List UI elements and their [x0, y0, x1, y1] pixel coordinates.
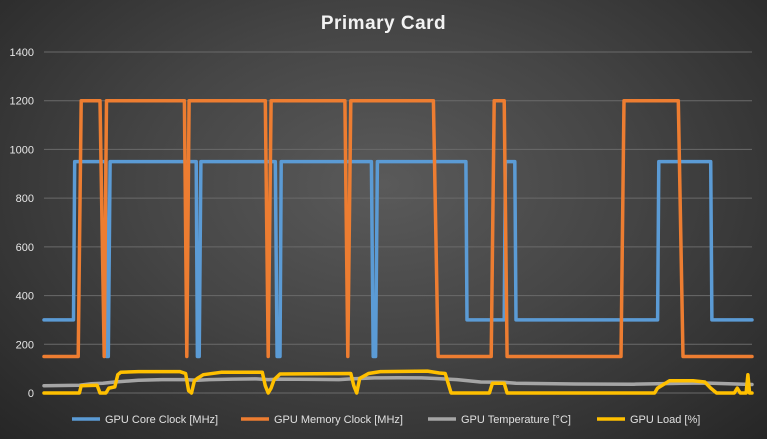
y-tick-label: 200	[16, 339, 34, 351]
y-tick-label: 800	[16, 193, 34, 205]
legend-label: GPU Temperature [°C]	[461, 414, 571, 426]
series-line-0	[42, 159, 754, 359]
y-axis-ticks: 0 200 400 600 800 1000 1200 1400	[10, 47, 34, 400]
series-lines	[42, 98, 754, 395]
y-tick-label: 0	[28, 388, 34, 400]
series-line-3	[42, 369, 754, 395]
gridlines	[44, 51, 752, 394]
series-line-1	[42, 98, 754, 359]
legend: GPU Core Clock [MHz] GPU Memory Clock [MH…	[72, 414, 700, 426]
chart-title: Primary Card	[321, 13, 446, 34]
legend-label: GPU Memory Clock [MHz]	[274, 414, 403, 426]
y-tick-label: 600	[16, 242, 34, 254]
y-tick-label: 1000	[10, 144, 34, 156]
y-tick-label: 1400	[10, 47, 34, 59]
y-tick-label: 1200	[10, 96, 34, 108]
y-tick-label: 400	[16, 291, 34, 303]
legend-label: GPU Load [%]	[630, 414, 700, 426]
legend-label: GPU Core Clock [MHz]	[105, 414, 218, 426]
series-line-2	[42, 375, 754, 388]
